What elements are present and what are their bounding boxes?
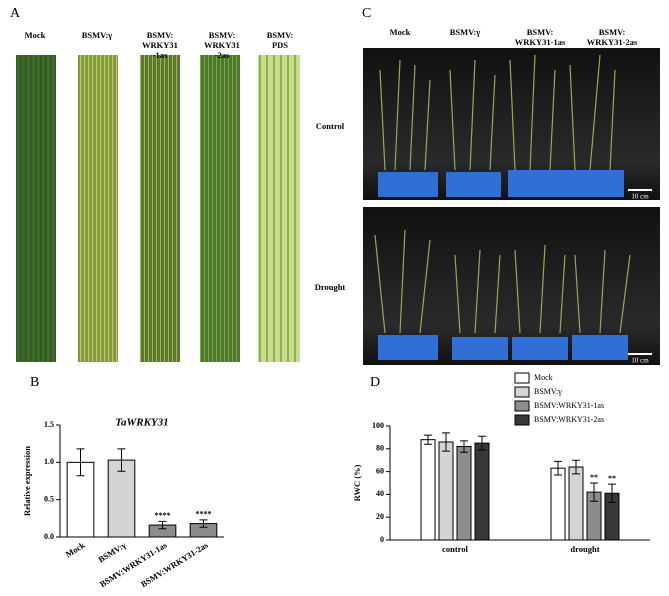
y-tick-label: 1.5 — [44, 420, 54, 429]
significance: ** — [590, 473, 598, 482]
error-bar — [478, 435, 486, 451]
x-tick-label: drought — [570, 544, 599, 554]
y-tick-label: 0.5 — [44, 494, 54, 503]
legend-swatch — [514, 372, 530, 384]
significance: ** — [608, 474, 616, 483]
significance: **** — [155, 511, 171, 520]
bar — [438, 441, 454, 541]
leaf-image — [16, 55, 56, 362]
significance: **** — [196, 510, 212, 519]
column-label: BSMV:γ — [450, 27, 481, 37]
error-bar — [460, 440, 468, 453]
error-bar — [424, 434, 432, 445]
scale-bar-label: 10 cm — [631, 193, 649, 201]
panel-c-images: 10 cm 10 cm — [363, 48, 660, 365]
y-tick-label: 60 — [376, 466, 384, 475]
y-tick-label: 20 — [376, 512, 384, 521]
y-axis-label: Relative expression — [22, 446, 32, 516]
bar — [474, 442, 490, 541]
leaf-image — [78, 55, 118, 362]
y-tick-label: 0 — [380, 535, 384, 544]
column-label: -1as — [153, 50, 168, 60]
column-label: WRKY31 — [204, 40, 240, 50]
legend-label: Mock — [534, 373, 553, 382]
chart-title: TaWRKY31 — [115, 417, 168, 429]
y-axis-label: RWC (%) — [352, 464, 362, 501]
legend-swatch — [514, 386, 530, 398]
leaf-image — [200, 55, 240, 362]
x-tick-label: control — [442, 544, 468, 554]
x-tick-label: Mock — [64, 540, 87, 560]
column-label: BSMV:γ — [82, 30, 113, 40]
error-bar — [76, 448, 85, 477]
panel-a-images — [16, 55, 300, 362]
column-label: Mock — [25, 30, 46, 40]
error-bar — [590, 482, 598, 502]
bar — [456, 446, 472, 541]
leaf-image — [258, 55, 300, 362]
error-bar — [554, 460, 562, 476]
column-label: BSMV: — [209, 30, 236, 40]
error-bar — [199, 519, 208, 528]
panel-letter: A — [10, 6, 21, 21]
leaf-image — [140, 55, 180, 362]
y-tick-label: 1.0 — [44, 457, 54, 466]
column-label: WRKY31 — [142, 40, 178, 50]
column-label: BSMV: — [267, 30, 294, 40]
column-label: -2as — [215, 50, 230, 60]
error-bar — [158, 520, 167, 530]
bar — [107, 459, 136, 538]
bar — [66, 461, 95, 538]
error-bar — [442, 432, 450, 452]
legend-label: BSMV:γ — [534, 387, 562, 396]
bar — [550, 467, 566, 541]
panel-letter: D — [370, 375, 380, 390]
x-tick-label: BSMV:WRKY31-2as — [139, 540, 210, 590]
x-tick-label: BSMV:WRKY31-1as — [98, 540, 169, 590]
bar — [568, 466, 584, 541]
y-tick-label: 40 — [376, 489, 384, 498]
legend-swatch — [514, 400, 530, 412]
column-label: PDS — [272, 40, 288, 50]
bar — [420, 439, 436, 541]
legend-label: BSMV:WRKY31-1as — [534, 401, 604, 410]
y-tick-label: 0.0 — [44, 532, 54, 541]
row-label: Drought — [315, 282, 346, 292]
error-bar — [117, 448, 126, 472]
error-bar — [572, 459, 580, 475]
scale-bar-label: 10 cm — [631, 357, 649, 365]
y-tick-label: 100 — [372, 421, 384, 430]
legend-swatch — [514, 414, 530, 426]
column-label: WRKY31-2as — [587, 37, 638, 47]
legend-label: BSMV:WRKY31-2as — [534, 415, 604, 424]
x-tick-label: BSMV:γ — [96, 540, 127, 565]
column-label: Mock — [390, 27, 411, 37]
panel-letter: B — [30, 375, 39, 390]
y-tick-label: 80 — [376, 444, 384, 453]
column-label: BSMV: — [599, 27, 626, 37]
panel-letter: C — [362, 6, 371, 21]
column-label: BSMV: — [147, 30, 174, 40]
error-bar — [608, 483, 616, 503]
row-label: Control — [316, 121, 345, 131]
column-label: BSMV: — [527, 27, 554, 37]
column-label: WRKY31-1as — [515, 37, 566, 47]
